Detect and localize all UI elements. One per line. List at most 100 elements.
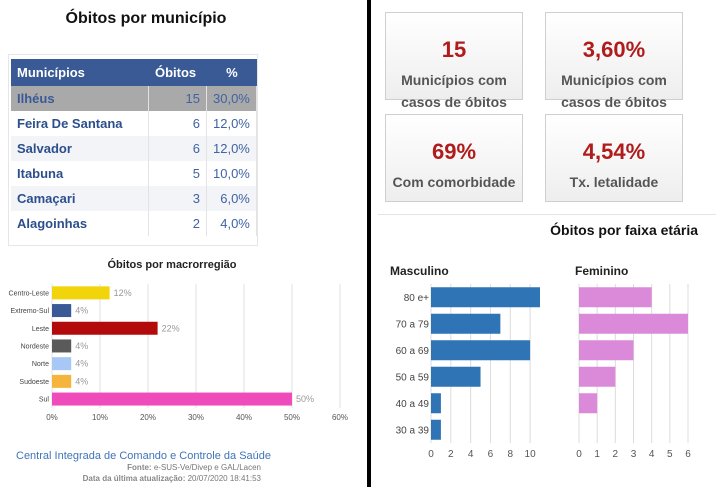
x-tick-label: 1 xyxy=(594,449,600,458)
data-label: 50% xyxy=(296,394,314,404)
municipios-table-container: Municípios Óbitos % Ilhéus 15 30,0% Feir… xyxy=(8,54,258,246)
x-tick-label: 4 xyxy=(468,449,474,458)
cell-percent: 10,0% xyxy=(207,161,257,186)
stat-value: 69% xyxy=(431,139,477,164)
footer-update: Data da última atualização: 20/07/2020 1… xyxy=(0,474,261,483)
x-tick-label: 6 xyxy=(488,449,494,458)
data-label: 4% xyxy=(75,341,88,351)
bar xyxy=(52,357,72,371)
column-header-obitos[interactable]: Óbitos xyxy=(149,59,207,86)
stat-label: Tx. letalidade xyxy=(569,174,659,190)
x-tick-label: 0 xyxy=(576,449,582,458)
bar xyxy=(579,340,634,361)
stat-card-comorbidade: 69% Com comorbidade xyxy=(385,114,523,202)
table-row[interactable]: Feira De Santana 6 12,0% xyxy=(11,111,257,136)
bar xyxy=(431,419,441,440)
panel-divider xyxy=(367,0,371,487)
bar xyxy=(431,340,531,361)
category-label: 50 a 59 xyxy=(396,372,430,383)
cell-percent: 12,0% xyxy=(207,111,257,136)
category-label: Nordeste xyxy=(21,343,50,350)
cell-obitos: 6 xyxy=(149,136,207,161)
bar xyxy=(431,313,501,334)
source-label: Fonte: xyxy=(127,463,152,472)
cell-municipio: Salvador xyxy=(11,136,149,161)
series-label: Feminino xyxy=(575,264,628,278)
bar xyxy=(52,339,72,353)
x-tick-label: 10 xyxy=(525,449,537,458)
bar xyxy=(431,393,441,414)
bar xyxy=(579,393,598,414)
stat-value: 15 xyxy=(441,37,467,62)
stat-label: Municípios com casos de óbitos xyxy=(561,72,667,110)
update-value: 20/07/2020 18:41:53 xyxy=(187,474,261,483)
cell-obitos: 6 xyxy=(149,111,207,136)
cell-percent: 30,0% xyxy=(207,86,257,111)
bar xyxy=(579,313,688,334)
category-label: 80 e+ xyxy=(404,293,429,304)
section-divider xyxy=(378,214,716,215)
cell-municipio: Feira De Santana xyxy=(11,111,149,136)
category-label: 70 a 79 xyxy=(396,319,430,330)
x-tick-label: 60% xyxy=(332,413,348,422)
data-label: 4% xyxy=(75,359,88,369)
category-label: Centro-Leste xyxy=(9,290,50,297)
footer-link[interactable]: Central Integrada de Comando e Controle … xyxy=(16,450,272,462)
cell-municipio: Alagoinhas xyxy=(11,211,149,236)
data-label: 4% xyxy=(75,306,88,316)
bar xyxy=(52,392,292,406)
category-label: 60 a 69 xyxy=(396,346,430,357)
stat-value: 3,60% xyxy=(582,37,646,62)
category-label: 30 a 39 xyxy=(396,425,430,436)
stat-card-municipios: 15 Municípios com casos de óbitos xyxy=(385,12,523,110)
table-row[interactable]: Itabuna 5 10,0% xyxy=(11,161,257,186)
series-label: Masculino xyxy=(390,264,449,278)
table-row[interactable]: Alagoinhas 2 4,0% xyxy=(11,211,257,236)
bar xyxy=(431,287,540,308)
column-header-percent[interactable]: % xyxy=(207,59,257,86)
bar xyxy=(52,374,72,388)
x-tick-label: 5 xyxy=(667,449,673,458)
x-tick-label: 0 xyxy=(428,449,434,458)
x-tick-label: 3 xyxy=(631,449,637,458)
cell-municipio: Ilhéus xyxy=(11,86,149,111)
table-row[interactable]: Salvador 6 12,0% xyxy=(11,136,257,161)
cell-percent: 6,0% xyxy=(207,186,257,211)
table-row[interactable]: Camaçari 3 6,0% xyxy=(11,186,257,211)
stat-value: 4,54% xyxy=(582,139,646,164)
cell-obitos: 15 xyxy=(149,86,207,111)
macro-chart-title: Óbitos por macrorregião xyxy=(107,259,237,271)
bar xyxy=(52,304,72,318)
cell-percent: 12,0% xyxy=(207,136,257,161)
category-label: Sudoeste xyxy=(19,379,49,386)
data-label: 22% xyxy=(162,323,180,333)
source-value: e-SUS-Ve/Divep e GAL/Lacen xyxy=(153,463,261,472)
x-tick-label: 2 xyxy=(613,449,619,458)
x-tick-label: 10% xyxy=(92,413,108,422)
cell-obitos: 5 xyxy=(149,161,207,186)
municipios-table: Municípios Óbitos % Ilhéus 15 30,0% Feir… xyxy=(11,59,257,236)
stat-label: Com comorbidade xyxy=(392,174,516,190)
x-tick-label: 0% xyxy=(46,413,58,422)
category-label: Leste xyxy=(32,326,49,333)
bar xyxy=(52,321,158,335)
update-label: Data da última atualização: xyxy=(82,474,186,483)
x-tick-label: 6 xyxy=(685,449,691,458)
stat-card-letalidade: 4,54% Tx. letalidade xyxy=(545,114,683,202)
left-panel: Óbitos por município Municípios Óbitos %… xyxy=(0,10,348,483)
cell-percent: 4,0% xyxy=(207,211,257,236)
cell-municipio: Camaçari xyxy=(11,186,149,211)
bar xyxy=(431,366,481,387)
x-tick-label: 4 xyxy=(649,449,655,458)
x-tick-label: 30% xyxy=(188,413,204,422)
column-header-municipios[interactable]: Municípios xyxy=(11,59,149,86)
bar xyxy=(579,287,652,308)
cell-obitos: 3 xyxy=(149,186,207,211)
bar xyxy=(579,366,616,387)
table-row[interactable]: Ilhéus 15 30,0% xyxy=(11,86,257,111)
stat-card-percent-municipios: 3,60% Municípios com casos de óbitos xyxy=(545,12,683,110)
stat-label: Municípios com casos de óbitos xyxy=(401,72,507,110)
x-tick-label: 40% xyxy=(236,413,252,422)
category-label: Norte xyxy=(32,361,49,368)
